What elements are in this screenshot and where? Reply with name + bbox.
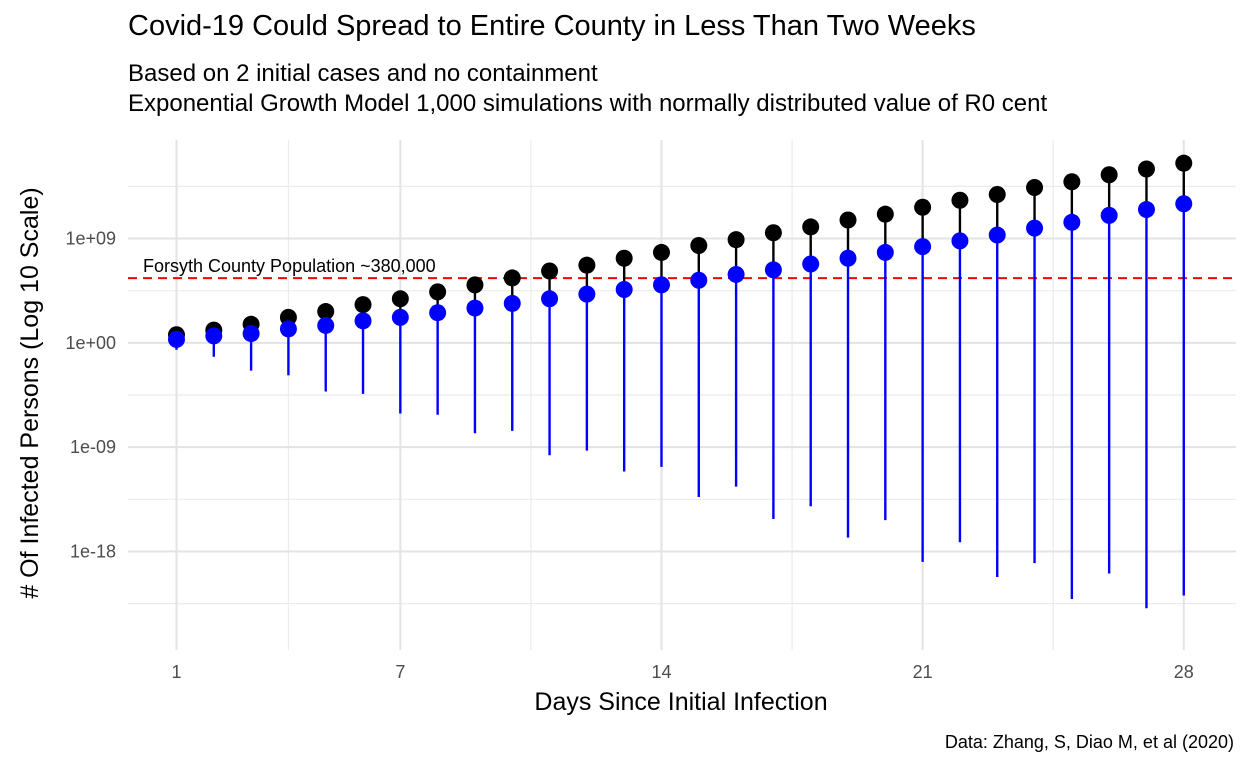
x-tick-label: 1	[171, 662, 181, 682]
upper-point	[839, 211, 857, 229]
upper-point	[1063, 173, 1081, 191]
reference-line-label: Forsyth County Population ~380,000	[143, 256, 436, 276]
y-axis-ticks: 1e+09 1e+00 1e-09 1e-18	[65, 229, 116, 562]
upper-point	[615, 249, 633, 267]
upper-point	[317, 303, 335, 321]
upper-point	[690, 236, 708, 254]
upper-point	[391, 290, 409, 308]
center-point	[764, 261, 782, 279]
center-point	[988, 226, 1006, 244]
center-point	[1175, 195, 1193, 213]
center-point	[951, 232, 969, 250]
upper-point	[466, 276, 484, 294]
chart-title: Covid-19 Could Spread to Entire County i…	[128, 10, 976, 42]
center-point	[354, 312, 372, 330]
x-tick-label: 14	[651, 662, 671, 682]
upper-point	[1026, 179, 1044, 197]
upper-point	[503, 269, 521, 287]
upper-point	[1137, 160, 1155, 178]
upper-point	[429, 283, 447, 301]
center-point	[167, 330, 185, 348]
grid-minor	[128, 140, 1236, 650]
x-tick-label: 28	[1174, 662, 1194, 682]
center-point	[429, 304, 447, 322]
center-point	[914, 238, 932, 256]
center-point	[578, 285, 596, 303]
center-point	[391, 308, 409, 326]
x-axis-ticks: 1 7 14 21 28	[171, 662, 1193, 682]
upper-point	[951, 191, 969, 209]
center-point	[279, 320, 297, 338]
center-point	[205, 327, 223, 345]
chart-subtitle-line-2: Exponential Growth Model 1,000 simulatio…	[128, 90, 1048, 117]
chart-caption: Data: Zhang, S, Diao M, et al (2020)	[944, 732, 1234, 752]
center-point	[1100, 206, 1118, 224]
upper-point	[914, 198, 932, 216]
y-tick-label: 1e+09	[65, 229, 116, 249]
upper-point	[1100, 166, 1118, 184]
y-axis-label: # Of Infected Persons (Log 10 Scale)	[16, 187, 44, 598]
upper-point	[764, 224, 782, 242]
center-point	[242, 325, 260, 343]
center-point	[466, 299, 484, 317]
y-tick-label: 1e+00	[65, 333, 116, 353]
y-tick-label: 1e-09	[70, 437, 116, 457]
center-point	[1063, 213, 1081, 231]
reference-line-group: Forsyth County Population ~380,000	[128, 256, 1236, 280]
upper-point	[802, 218, 820, 236]
upper-point	[354, 296, 372, 314]
data-points	[167, 154, 1193, 348]
center-point	[1026, 219, 1044, 237]
upper-point	[652, 243, 670, 261]
upper-point	[727, 231, 745, 249]
upper-point	[988, 185, 1006, 203]
chart-subtitle-line-1: Based on 2 initial cases and no containm…	[128, 60, 598, 87]
center-point	[652, 276, 670, 294]
center-point	[690, 271, 708, 289]
y-tick-label: 1e-18	[70, 541, 116, 561]
upper-point	[1175, 154, 1193, 172]
upper-point	[578, 256, 596, 274]
center-point	[802, 255, 820, 273]
center-point	[503, 294, 521, 312]
center-point	[839, 249, 857, 267]
x-axis-label: Days Since Initial Infection	[534, 688, 827, 716]
center-point	[876, 243, 894, 261]
center-point	[727, 265, 745, 283]
x-tick-label: 21	[913, 662, 933, 682]
center-point	[317, 316, 335, 334]
center-point	[615, 281, 633, 299]
center-point	[1137, 201, 1155, 219]
x-tick-label: 7	[395, 662, 405, 682]
center-point	[541, 290, 559, 308]
upper-point	[541, 262, 559, 280]
upper-point	[876, 205, 894, 223]
